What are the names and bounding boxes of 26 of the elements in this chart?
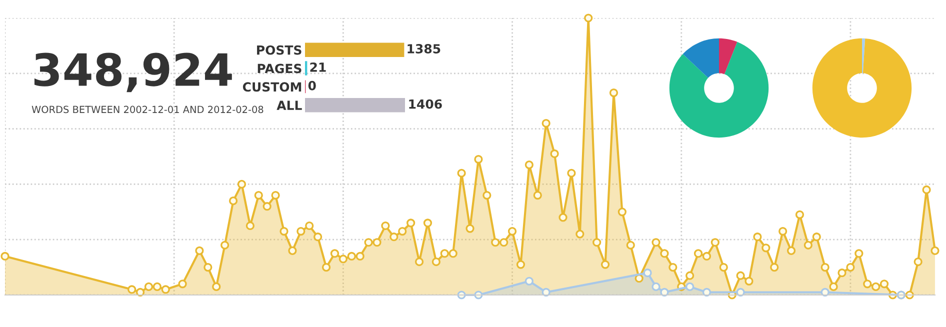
point: [702, 288, 712, 297]
data-label: 1385: [408, 44, 440, 54]
y-tick-label: ALL: [276, 100, 302, 110]
text: WORDS BETWEEN 2002-12-01 AND 2012-02-08: [32, 106, 264, 114]
point: [660, 288, 669, 297]
point: [542, 288, 550, 297]
bar: [305, 42, 404, 58]
donut-slice: [862, 38, 866, 74]
point: [524, 276, 534, 286]
data-label: 1406: [409, 99, 442, 109]
text: 348,924: [34, 52, 232, 92]
donut-slice: [812, 38, 912, 138]
data-label: 0: [308, 80, 316, 90]
point: [820, 288, 830, 297]
donut-slice: [669, 42, 769, 138]
donut-slice: [682, 38, 719, 78]
point: [686, 282, 694, 291]
y-tick-label: POSTS: [257, 45, 302, 55]
point: [643, 268, 652, 278]
y-tick-label: CUSTOM: [242, 82, 302, 92]
point: [736, 288, 745, 297]
y-tick-label: PAGES: [258, 64, 302, 74]
donut-slice: [719, 38, 738, 74]
data-label: 21: [310, 62, 326, 72]
bar: [305, 98, 405, 112]
point: [652, 282, 660, 291]
